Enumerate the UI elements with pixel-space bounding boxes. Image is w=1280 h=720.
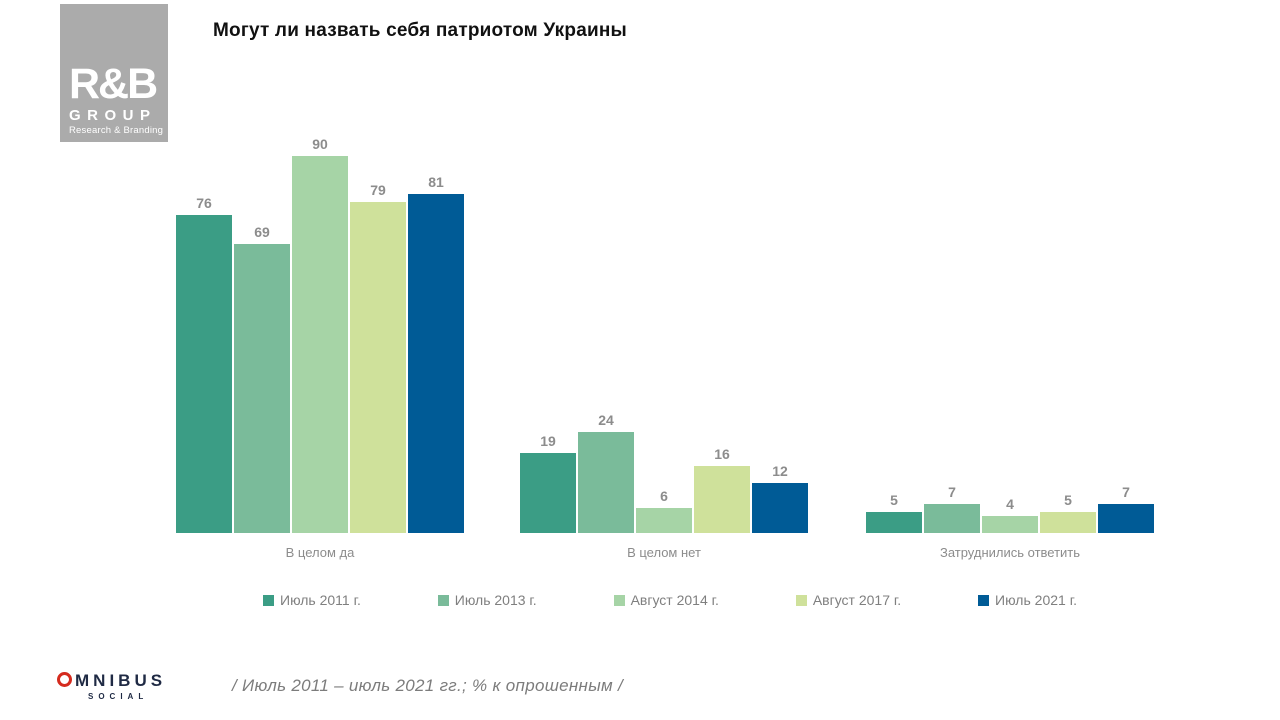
bar-cell: 4 [982, 496, 1038, 533]
bar-value-label: 24 [598, 412, 614, 428]
bar-cell: 79 [350, 182, 406, 533]
rb-logo-subtitle: Research & Branding [69, 125, 164, 136]
legend-label: Июль 2021 г. [995, 592, 1077, 608]
omnibus-subtitle: SOCIAL [88, 692, 149, 701]
bar [982, 516, 1038, 533]
bar-cell: 7 [924, 484, 980, 533]
bar [694, 466, 750, 533]
legend-item: Июль 2021 г. [978, 592, 1077, 608]
legend-item: Июль 2013 г. [437, 592, 537, 608]
bar [636, 508, 692, 533]
legend-item: Июль 2011 г. [263, 592, 361, 608]
legend-label: Август 2014 г. [630, 592, 719, 608]
bar [520, 453, 576, 533]
bar-value-label: 7 [1122, 484, 1130, 500]
bar-value-label: 6 [660, 488, 668, 504]
category-label: В целом да [285, 545, 355, 560]
legend-item: Август 2017 г. [795, 592, 902, 608]
bar-value-label: 81 [428, 174, 444, 190]
legend-label: Июль 2011 г. [280, 592, 361, 608]
legend-swatch [795, 594, 807, 606]
omnibus-text: MNIBUS [75, 671, 167, 690]
legend-swatch [437, 594, 449, 606]
bar [1098, 504, 1154, 533]
bar [866, 512, 922, 533]
bar-value-label: 69 [254, 224, 270, 240]
category-label: Затруднились ответить [939, 545, 1081, 560]
bar-cell: 5 [1040, 492, 1096, 533]
chart-caption: / Июль 2011 – июль 2021 гг.; % к опрошен… [232, 676, 624, 695]
rb-logo-name: R&B [69, 60, 158, 109]
bar-group: 76 69 90 79 81 [176, 136, 464, 533]
bar [350, 202, 406, 533]
bar-cell: 69 [234, 224, 290, 533]
bar-value-label: 12 [772, 463, 788, 479]
omnibus-o-icon [57, 672, 72, 687]
legend-label: Август 2017 г. [812, 592, 902, 608]
legend-swatch [613, 594, 625, 606]
legend-swatch [263, 594, 274, 606]
bar-cell: 5 [866, 492, 922, 533]
bar-cell: 19 [520, 433, 576, 533]
bar-cell: 12 [752, 463, 808, 533]
legend-swatch [978, 594, 990, 606]
bar-cell: 7 [1098, 484, 1154, 533]
bar-value-label: 19 [540, 433, 556, 449]
bar-group: 19 24 6 16 12 [520, 412, 808, 533]
legend-item: Август 2014 г. [613, 592, 719, 608]
bar-value-label: 4 [1006, 496, 1014, 512]
bar-group: 5 7 4 5 7 [866, 484, 1154, 533]
bar-cell: 6 [636, 488, 692, 533]
bar-cell: 81 [408, 174, 464, 533]
bar-cell: 90 [292, 136, 348, 533]
chart-title: Могут ли назвать себя патриотом Украины [213, 20, 627, 41]
omnibus-logo: MNIBUS SOCIAL [57, 672, 166, 701]
rb-logo-group-label: GROUP [69, 107, 157, 124]
bar-value-label: 7 [948, 484, 956, 500]
bar-value-label: 76 [196, 195, 212, 211]
bar-cell: 16 [694, 446, 750, 533]
bar [924, 504, 980, 533]
bar-value-label: 5 [1064, 492, 1072, 508]
bar-value-label: 5 [890, 492, 898, 508]
bar [176, 215, 232, 533]
bar [752, 483, 808, 533]
bar [578, 432, 634, 533]
bar-value-label: 79 [370, 182, 386, 198]
bar-cell: 24 [578, 412, 634, 533]
legend: Июль 2011 г. Июль 2013 г. Август 2014 г. Ав… [263, 592, 1077, 608]
bar [234, 244, 290, 533]
bar [408, 194, 464, 533]
legend-label: Июль 2013 г. [454, 592, 537, 608]
category-label: В целом нет [627, 545, 701, 560]
bar-value-label: 90 [312, 136, 328, 152]
bar [1040, 512, 1096, 533]
bar-value-label: 16 [714, 446, 730, 462]
bar-cell: 76 [176, 195, 232, 533]
bar [292, 156, 348, 533]
rb-group-logo: R&B GROUP Research & Branding [60, 4, 168, 142]
